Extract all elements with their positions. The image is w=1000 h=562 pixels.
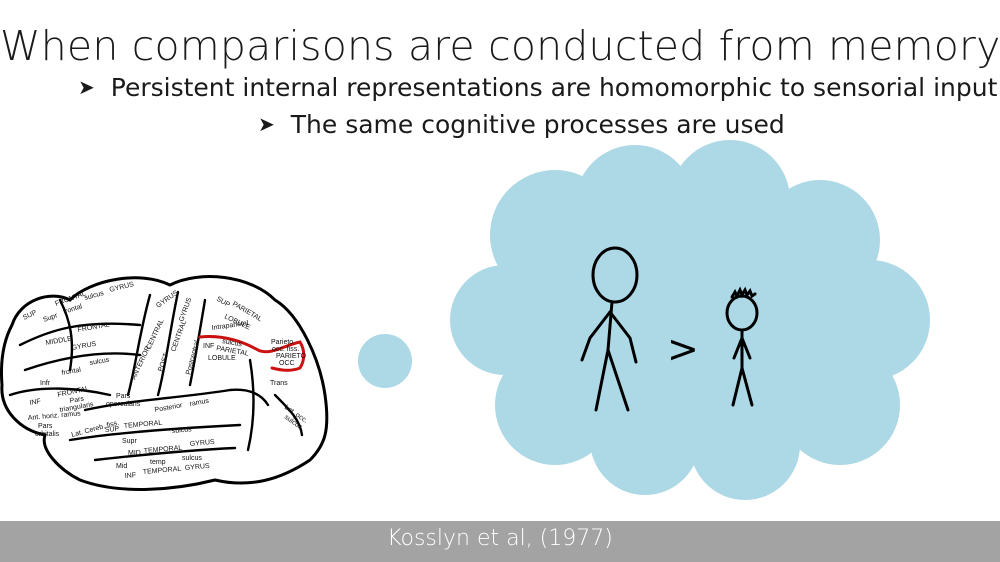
svg-text:PARIETO: PARIETO xyxy=(276,353,307,360)
short-stick-figure xyxy=(725,286,759,407)
svg-text:Pars: Pars xyxy=(116,393,131,400)
svg-text:SUP: SUP xyxy=(105,426,120,434)
svg-text:GYRUS: GYRUS xyxy=(185,463,211,472)
svg-text:Infr: Infr xyxy=(40,380,51,387)
svg-text:Trans: Trans xyxy=(270,380,288,387)
svg-text:temp: temp xyxy=(150,459,166,466)
svg-text:sulcus: sulcus xyxy=(172,426,193,435)
svg-text:Posterior: Posterior xyxy=(154,402,183,414)
thought-cloud xyxy=(450,140,930,500)
svg-text:Supr: Supr xyxy=(42,312,59,324)
svg-text:MID: MID xyxy=(128,450,141,457)
tall-stick-figure xyxy=(580,246,639,412)
comparison-symbol: > xyxy=(667,327,699,371)
bullet-point: ➤ Persistent internal representations are… xyxy=(78,73,997,102)
svg-text:Pars: Pars xyxy=(38,423,53,430)
citation: Kosslyn et al, (1977) xyxy=(387,526,613,551)
brain-labels: GYRUS FRONTAL sulcus SUP Supr frontal MI… xyxy=(22,281,309,480)
svg-text:Ant. horiz. ramus: Ant. horiz. ramus xyxy=(28,410,82,422)
svg-text:sulcus: sulcus xyxy=(182,455,202,462)
svg-text:frontal: frontal xyxy=(61,367,82,377)
arrowhead-bullet-icon: ➤ xyxy=(78,75,95,99)
svg-text:INF: INF xyxy=(125,472,137,480)
svg-text:TEMPORAL: TEMPORAL xyxy=(143,466,182,476)
svg-text:TEMPORAL: TEMPORAL xyxy=(144,445,183,455)
svg-text:Pars: Pars xyxy=(69,395,85,404)
intraparietal-sulcus-highlight xyxy=(198,335,306,372)
svg-text:Mid: Mid xyxy=(116,463,127,470)
svg-text:opercularis: opercularis xyxy=(106,401,141,408)
brain-diagram: GYRUS FRONTAL sulcus SUP Supr frontal MI… xyxy=(0,275,329,491)
svg-text:LOBULE: LOBULE xyxy=(208,355,236,362)
svg-text:INF: INF xyxy=(29,398,41,407)
svg-text:ramus: ramus xyxy=(189,398,210,408)
bullet-text: Persistent internal representations are … xyxy=(110,73,998,102)
svg-text:MIDDLE: MIDDLE xyxy=(45,335,73,347)
svg-text:Supr: Supr xyxy=(122,438,137,445)
svg-text:occ. fiss.: occ. fiss. xyxy=(272,346,299,353)
svg-text:OCC: OCC xyxy=(279,360,295,367)
svg-text:sulcus: sulcus xyxy=(222,338,243,348)
footer-bar: Kosslyn et al, (1977) xyxy=(0,521,1000,562)
arrowhead-bullet-icon: ➤ xyxy=(258,112,275,136)
brain-outline xyxy=(0,275,329,491)
svg-text:GYRUS: GYRUS xyxy=(71,341,97,352)
svg-text:TEMPORAL: TEMPORAL xyxy=(124,420,163,430)
svg-text:INF: INF xyxy=(203,343,214,350)
svg-text:sulcus: sulcus xyxy=(89,357,110,367)
svg-text:GYRUS: GYRUS xyxy=(190,439,216,448)
bullet-point: ➤ The same cognitive processes are used xyxy=(258,110,785,139)
thought-bubble-large xyxy=(358,334,412,388)
slide-title: When comparisons are conducted from memo… xyxy=(0,22,1000,70)
bullet-text: The same cognitive processes are used xyxy=(290,110,785,139)
svg-text:Parieto: Parieto xyxy=(271,339,293,346)
svg-text:orbitalis: orbitalis xyxy=(35,431,60,438)
